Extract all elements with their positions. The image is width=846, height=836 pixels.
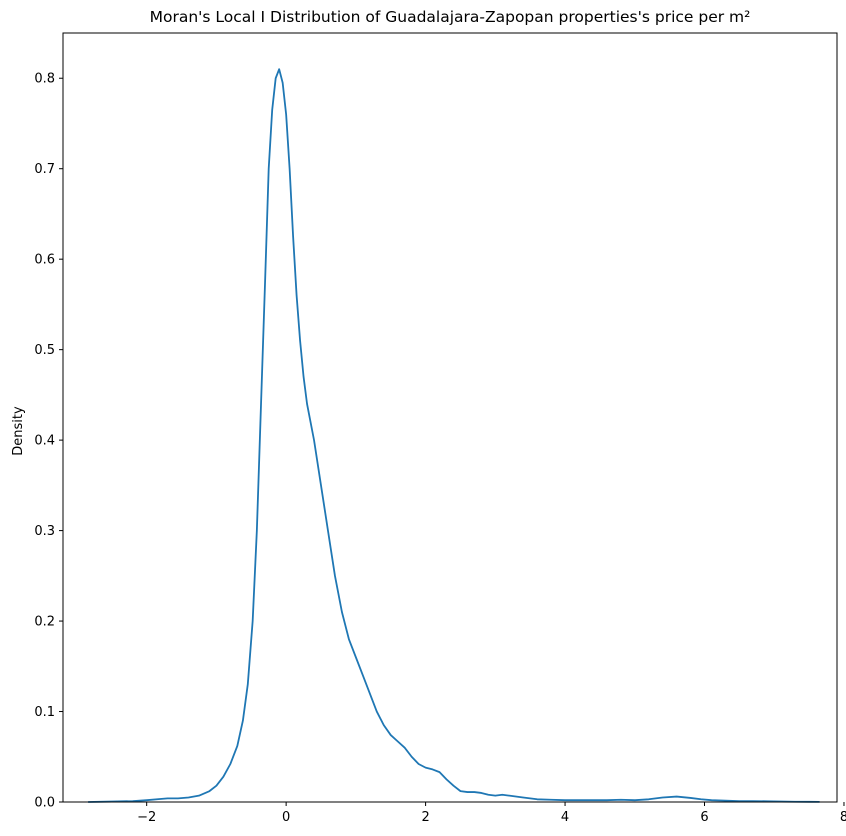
x-axis: −2 0 2 4 6 8 [137, 802, 846, 825]
y-axis-label: Density [11, 406, 26, 456]
x-tick-label: 8 [840, 810, 846, 825]
y-tick-label: 0.8 [34, 72, 55, 87]
y-tick-label: 0.0 [34, 796, 55, 811]
chart-title: Moran's Local I Distribution of Guadalaj… [150, 8, 751, 26]
plot-area [88, 68, 820, 803]
x-tick-label: 4 [561, 810, 569, 825]
y-tick-label: 0.1 [34, 705, 55, 720]
y-tick-label: 0.5 [34, 343, 55, 358]
y-tick-label: 0.2 [34, 615, 55, 630]
x-tick-label: −2 [137, 810, 156, 825]
x-tick-label: 2 [421, 810, 429, 825]
y-tick-label: 0.6 [34, 253, 55, 268]
density-line [88, 68, 820, 803]
y-axis: 0.0 0.1 0.2 0.3 0.4 0.5 0.6 0.7 0.8 [34, 72, 63, 811]
x-tick-label: 6 [700, 810, 708, 825]
plot-frame [62, 32, 838, 803]
x-tick-label: 0 [282, 810, 290, 825]
y-tick-label: 0.7 [34, 162, 55, 177]
y-tick-label: 0.3 [34, 524, 55, 539]
y-tick-label: 0.4 [34, 434, 55, 449]
